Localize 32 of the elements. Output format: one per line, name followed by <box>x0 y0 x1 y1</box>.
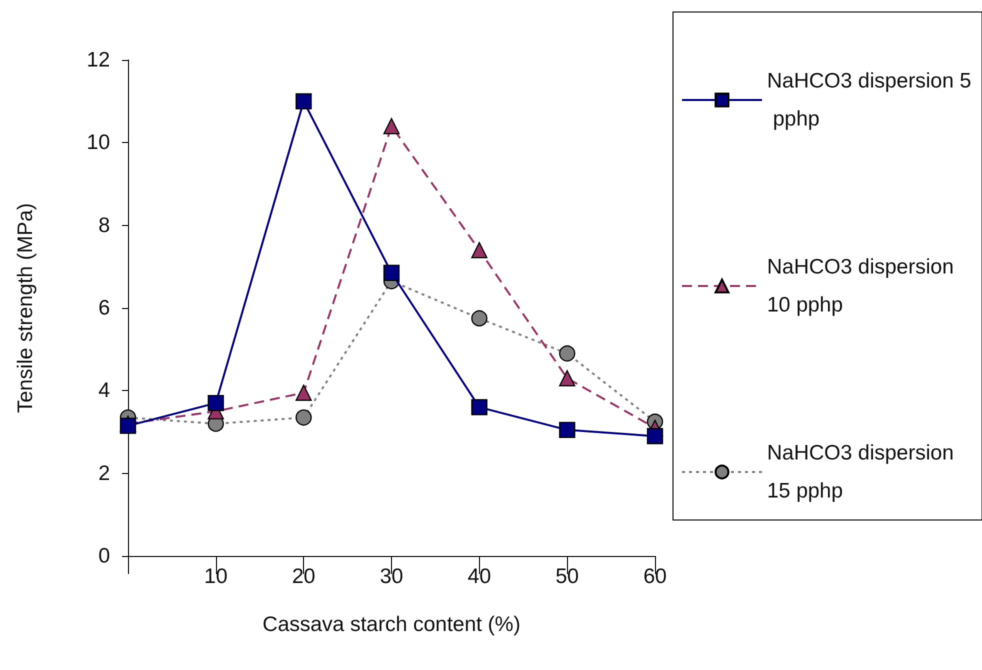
point <box>471 242 488 258</box>
x-tick-label: 50 <box>555 565 579 588</box>
point <box>296 384 312 401</box>
y-tick-label: 6 <box>98 296 110 320</box>
y-tick-label: 2 <box>98 462 110 485</box>
point <box>646 428 664 444</box>
x-tick-label: 10 <box>204 565 228 588</box>
y-axis-title: Tensile strength (MPa) <box>14 202 37 414</box>
legend-label: NaHCO3 dispersion 5 pphp <box>767 70 972 130</box>
y-tick-label: 10 <box>86 131 110 154</box>
point <box>120 418 136 434</box>
point <box>208 394 224 412</box>
point <box>471 310 488 326</box>
legend-label: NaHCO3 dispersion 10 pphp <box>767 256 960 316</box>
point <box>383 264 400 281</box>
point <box>559 345 576 362</box>
legend-label: NaHCO3 dispersion 15 pphp <box>767 442 960 502</box>
y-tick-label: 12 <box>86 48 110 72</box>
y-tick-label: 8 <box>98 214 110 237</box>
x-tick-label: 40 <box>468 565 492 588</box>
point <box>296 409 312 426</box>
point <box>559 422 576 438</box>
x-tick-label: 30 <box>380 565 404 588</box>
point <box>296 93 312 110</box>
point <box>559 370 576 386</box>
y-tick-label: 0 <box>98 544 110 568</box>
x-axis-title: Cassava starch content (%) <box>262 613 520 636</box>
x-tick-label: 20 <box>292 565 316 588</box>
point <box>471 399 488 416</box>
x-tick-label: 60 <box>643 565 667 588</box>
point <box>383 118 400 134</box>
y-tick-label: 4 <box>98 379 110 402</box>
